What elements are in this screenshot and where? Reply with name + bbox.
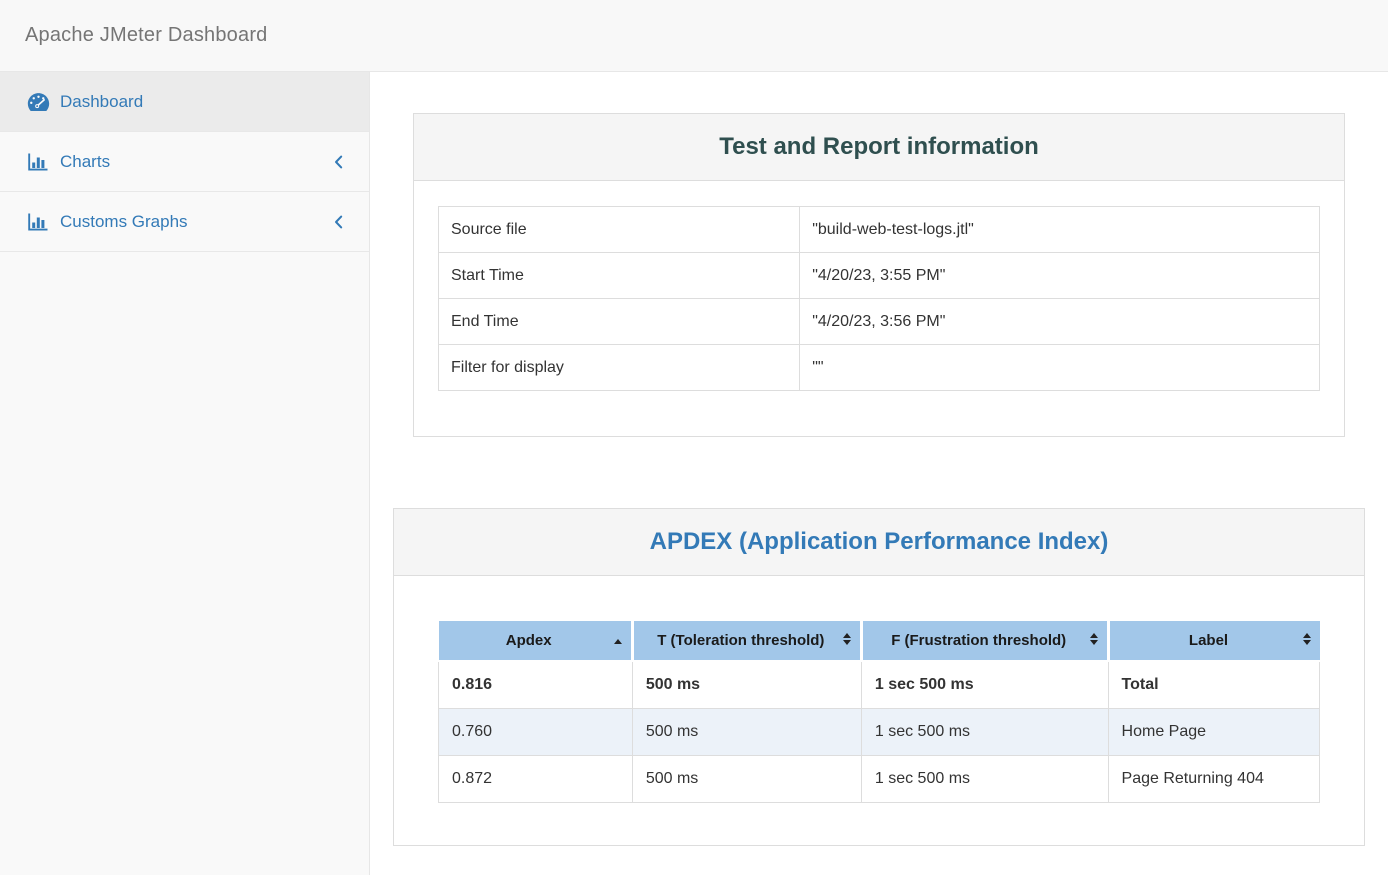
column-header-apdex[interactable]: Apdex [438, 621, 633, 662]
table-row: Start Time "4/20/23, 3:55 PM" [437, 252, 1320, 299]
toleration-cell: 500 ms [631, 660, 862, 709]
apdex-panel: APDEX (Application Performance Index) Ap… [393, 508, 1365, 846]
apdex-panel-heading: APDEX (Application Performance Index) [394, 509, 1364, 576]
table-row: Filter for display "" [437, 344, 1320, 391]
test-info-panel-body: Source file "build-web-test-logs.jtl" St… [414, 181, 1344, 436]
page-layout: Dashboard Charts [0, 72, 1388, 875]
sort-asc-icon [614, 633, 622, 644]
info-value-cell: "" [799, 344, 1320, 391]
info-label-cell: End Time [437, 298, 801, 345]
column-header-label-col[interactable]: Label [1106, 621, 1320, 662]
test-info-panel: Test and Report information Source file … [413, 113, 1345, 437]
apdex-panel-body: Apdex T (Toleration threshold) F (Frustr… [394, 576, 1364, 845]
apdex-score-cell: 0.816 [438, 660, 633, 709]
info-label-cell: Filter for display [437, 344, 801, 391]
test-info-table: Source file "build-web-test-logs.jtl" St… [437, 206, 1320, 391]
bar-chart-icon [26, 153, 50, 171]
toleration-cell: 500 ms [631, 755, 862, 803]
frustration-cell: 1 sec 500 ms [860, 708, 1109, 756]
chevron-left-icon [334, 155, 343, 169]
info-label-cell: Start Time [437, 252, 801, 299]
frustration-cell: 1 sec 500 ms [860, 755, 1109, 803]
top-navbar: Apache JMeter Dashboard [0, 0, 1388, 72]
label-cell: Total [1107, 660, 1321, 709]
table-header-row: Apdex T (Toleration threshold) F (Frustr… [438, 621, 1320, 662]
sidebar-item-dashboard[interactable]: Dashboard [0, 72, 369, 132]
bar-chart-icon [26, 213, 50, 231]
table-row: Source file "build-web-test-logs.jtl" [437, 206, 1320, 253]
table-row: End Time "4/20/23, 3:56 PM" [437, 298, 1320, 345]
sidebar-item-label: Dashboard [60, 91, 144, 111]
column-header-label: T (Toleration threshold) [657, 632, 825, 649]
dashboard-gauge-icon [26, 92, 50, 112]
apdex-title: APDEX (Application Performance Index) [649, 528, 1109, 555]
apdex-table: Apdex T (Toleration threshold) F (Frustr… [438, 621, 1321, 803]
column-header-label: Label [1188, 632, 1229, 649]
column-header-toleration[interactable]: T (Toleration threshold) [630, 621, 862, 662]
table-row: 0.872 500 ms 1 sec 500 ms Page Returning… [438, 755, 1321, 803]
column-header-label: F (Frustration threshold) [891, 632, 1067, 649]
info-value-cell: "4/20/23, 3:56 PM" [799, 298, 1320, 345]
info-label-cell: Source file [437, 206, 801, 253]
sidebar-item-label: Customs Graphs [60, 211, 188, 231]
main-content: Test and Report information Source file … [370, 72, 1388, 875]
sidebar: Dashboard Charts [0, 72, 370, 875]
label-cell: Page Returning 404 [1107, 755, 1321, 803]
frustration-cell: 1 sec 500 ms [860, 660, 1109, 709]
apdex-score-cell: 0.760 [438, 708, 633, 756]
column-header-frustration[interactable]: F (Frustration threshold) [859, 621, 1109, 662]
app-title: Apache JMeter Dashboard [25, 24, 268, 46]
info-value-cell: "build-web-test-logs.jtl" [799, 206, 1320, 253]
test-info-title: Test and Report information [719, 133, 1039, 160]
column-header-label: Apdex [505, 632, 552, 649]
sort-both-icon [843, 633, 851, 645]
test-info-panel-heading: Test and Report information [414, 114, 1344, 181]
info-value-cell: "4/20/23, 3:55 PM" [799, 252, 1320, 299]
sort-both-icon [1303, 633, 1311, 645]
table-row: 0.760 500 ms 1 sec 500 ms Home Page [438, 708, 1321, 756]
sidebar-item-customs-graphs[interactable]: Customs Graphs [0, 192, 369, 252]
table-row-total: 0.816 500 ms 1 sec 500 ms Total [438, 660, 1321, 709]
sidebar-item-label: Charts [60, 151, 111, 171]
sort-both-icon [1090, 633, 1098, 645]
toleration-cell: 500 ms [631, 708, 862, 756]
chevron-left-icon [334, 215, 343, 229]
apdex-score-cell: 0.872 [438, 755, 633, 803]
sidebar-item-charts[interactable]: Charts [0, 132, 369, 192]
label-cell: Home Page [1107, 708, 1321, 756]
